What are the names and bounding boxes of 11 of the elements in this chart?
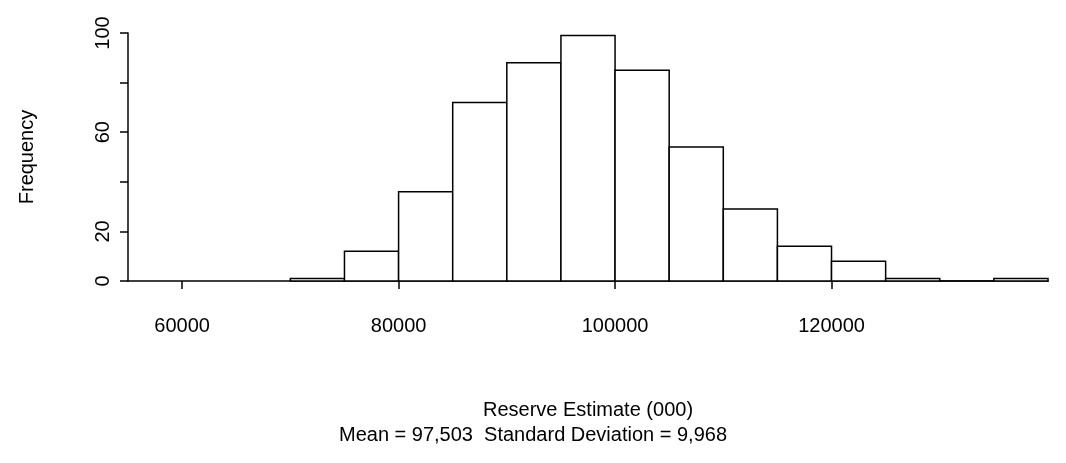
y-tick-label: 20 [91, 220, 113, 243]
y-tick-label: 0 [91, 275, 113, 287]
text: Mean = 97,503 Standard Deviation = 9,968 [338, 423, 728, 445]
y-tick-label: 100 [91, 16, 113, 50]
x-axis-title: Reserve Estimate (000) [482, 398, 694, 420]
y-axis-title: Frequency [15, 109, 37, 205]
y-tick-label: 60 [91, 121, 113, 144]
x-tick-label: 100000 [581, 314, 649, 336]
x-tick-label: 120000 [798, 314, 865, 336]
x-tick-label: 80000 [370, 314, 427, 336]
x-tick-label: 60000 [154, 314, 210, 336]
